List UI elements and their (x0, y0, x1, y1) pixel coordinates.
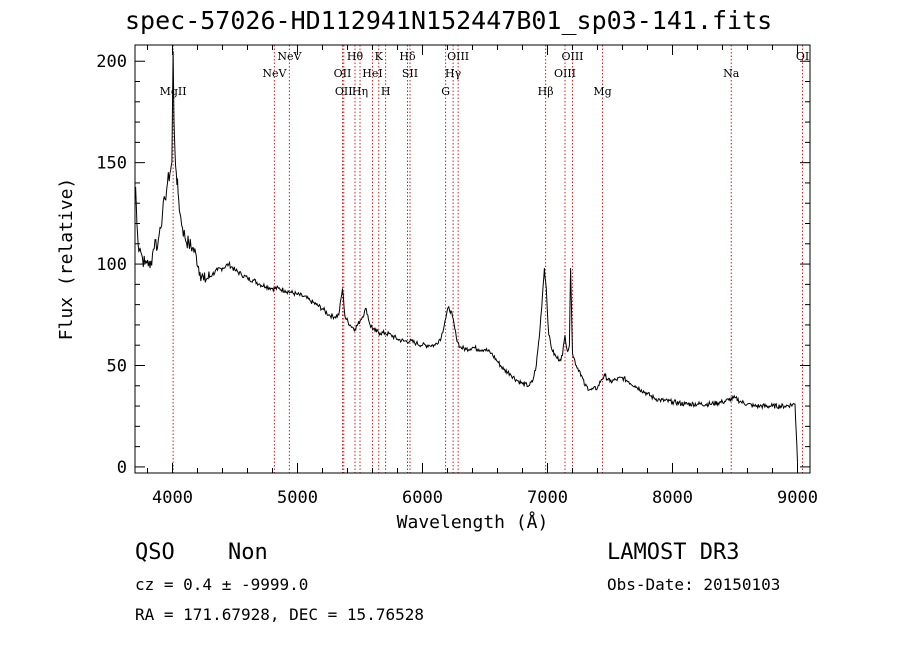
obs-date: Obs-Date: 20150103 (607, 575, 781, 594)
coordinates: RA = 171.67928, DEC = 15.76528 (135, 605, 424, 624)
line-label: H (381, 85, 391, 98)
line-label: OII (334, 67, 352, 80)
line-labels: MgIINeVNeVOIIOIIHθHηHeIKHHδSIIGHγOIIIHβO… (160, 50, 810, 98)
plot-frame (134, 44, 811, 474)
line-label: NeV (277, 50, 302, 63)
line-label: Hβ (538, 85, 554, 98)
line-label: OII (335, 85, 353, 98)
line-label: NeV (262, 67, 287, 80)
y-axis-label: Flux (relative) (56, 178, 77, 341)
line-markers (172, 45, 803, 473)
spectrum-line (135, 51, 798, 463)
y-tick-label: 100 (96, 255, 127, 275)
line-label: Hθ (347, 50, 364, 63)
x-tick-label: 9000 (777, 488, 818, 508)
line-label: G (441, 85, 450, 98)
object-class: QSO (135, 540, 175, 565)
y-tick-label: 200 (96, 52, 127, 72)
line-label: OIII (554, 67, 576, 80)
line-label: OIII (447, 50, 469, 63)
x-axis-label: Wavelength (Å) (397, 511, 549, 533)
object-subclass: Non (228, 540, 268, 565)
line-label: OIII (561, 50, 583, 63)
y-tick-label: 50 (107, 356, 127, 376)
survey-name: LAMOST DR3 (607, 540, 740, 565)
x-tick-label: 6000 (402, 488, 443, 508)
axis-ticks: 4000 5000 6000 7000 8000 9000 0 50 100 150 200 (96, 45, 818, 508)
line-label: SII (402, 67, 418, 80)
x-tick-label: 5000 (277, 488, 318, 508)
line-label: Hδ (399, 50, 416, 63)
redshift-info: cz = 0.4 ± -9999.0 (135, 575, 309, 594)
x-tick-label: 8000 (652, 488, 693, 508)
line-label: Hγ (445, 67, 462, 80)
chart-title: spec-57026-HD112941N152447B01_sp03-141.f… (125, 6, 773, 35)
x-tick-label: 7000 (527, 488, 568, 508)
line-label: HeI (362, 67, 382, 80)
y-tick-label: 0 (117, 458, 127, 478)
line-label: Na (723, 67, 740, 80)
line-label: Mg (593, 85, 611, 98)
line-label: OI (796, 50, 809, 63)
line-label: K (375, 50, 384, 63)
y-tick-label: 150 (96, 154, 127, 174)
line-label: Hη (352, 85, 368, 98)
x-tick-label: 4000 (152, 488, 193, 508)
